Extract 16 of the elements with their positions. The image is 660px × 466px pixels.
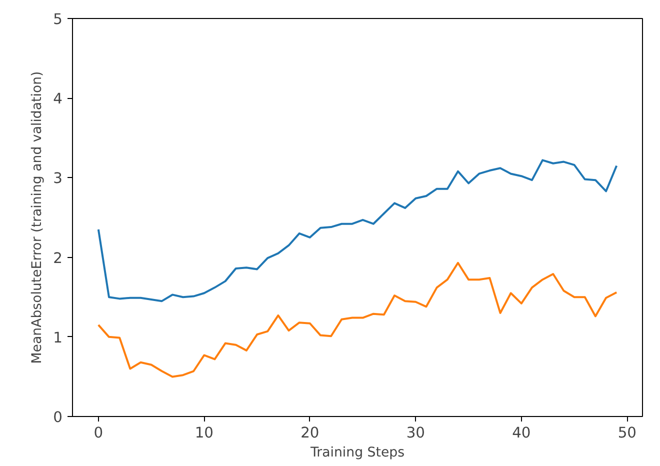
y-tick-label: 4 [53, 90, 63, 108]
y-tick-label: 5 [53, 11, 63, 28]
x-tick-label: 0 [94, 424, 104, 442]
y-tick-label: 3 [53, 170, 63, 188]
x-tick-label: 10 [194, 424, 214, 442]
y-tick-label: 2 [53, 250, 63, 267]
x-tick-label: 50 [618, 424, 636, 442]
x-tick-label: 20 [300, 424, 320, 442]
y-tick-label: 0 [53, 409, 63, 426]
x-tick-label: 30 [406, 424, 425, 442]
line-series [97, 262, 618, 378]
y-axis-title: MeanAbsoluteError (training and validation) [30, 71, 46, 364]
x-tick-label: 40 [512, 424, 531, 442]
line-series [97, 159, 618, 302]
y-tick-label: 1 [53, 329, 63, 346]
x-axis-title: Training Steps [309, 446, 405, 460]
